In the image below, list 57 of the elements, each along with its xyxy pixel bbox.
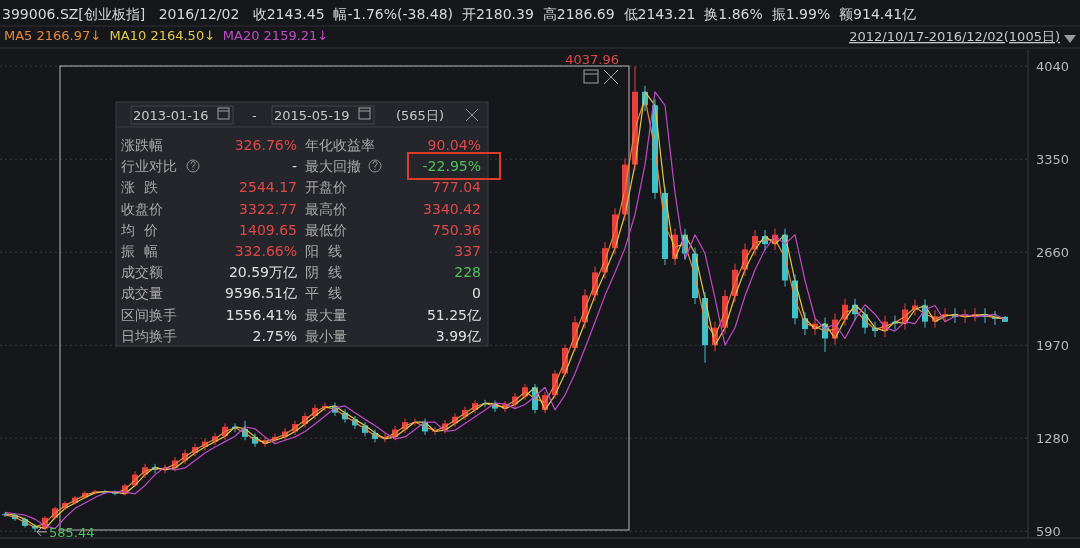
y-tick-label: 2660 bbox=[1036, 244, 1070, 260]
annotation: 332.66% bbox=[234, 243, 297, 259]
annotation: 阳 线 bbox=[305, 243, 342, 259]
annotation: 9596.51亿 bbox=[225, 285, 297, 302]
annotation: 2013-01-16 bbox=[133, 108, 209, 123]
annotation: 最低价 bbox=[305, 221, 347, 238]
annotation: 最大量 bbox=[305, 306, 347, 323]
annotation: 平 线 bbox=[305, 285, 342, 302]
annotation: (565日) bbox=[396, 108, 444, 123]
y-tick-label: 4040 bbox=[1036, 58, 1070, 74]
annotation: -22.95% bbox=[422, 158, 481, 175]
annotation: - bbox=[252, 108, 257, 123]
annotation: 最小量 bbox=[305, 327, 347, 344]
annotation: 2015-05-19 bbox=[274, 108, 350, 123]
y-tick-label: 1280 bbox=[1036, 430, 1070, 446]
annotation: 涨 跌 bbox=[121, 179, 158, 196]
y-tick-label: 3350 bbox=[1036, 151, 1070, 167]
annotation: 326.76% bbox=[234, 137, 297, 153]
annotation: - bbox=[291, 158, 297, 175]
annotation: 585.44 bbox=[49, 524, 95, 540]
annotation: 最大回撤 bbox=[305, 158, 361, 175]
chart-subtitle: 2012/10/17-2016/12/02(1005日) bbox=[849, 29, 1060, 44]
y-tick-label: 1970 bbox=[1036, 337, 1070, 353]
annotation: 777.04 bbox=[432, 179, 482, 196]
annotation: 振 幅 bbox=[121, 243, 158, 259]
annotation: 90.04% bbox=[427, 137, 481, 153]
annotation: 2544.17 bbox=[239, 179, 297, 196]
annotation: 228 bbox=[454, 264, 481, 281]
annotation: 4037.96 bbox=[565, 52, 619, 68]
annotation: 1409.65 bbox=[239, 221, 297, 238]
annotation: 337 bbox=[454, 243, 481, 259]
y-tick-label: 590 bbox=[1036, 523, 1061, 539]
annotation: 年化收益率 bbox=[305, 137, 375, 153]
text: MA10 2164.50↓ bbox=[109, 28, 216, 43]
text: MA20 2159.21↓ bbox=[222, 28, 329, 43]
annotation: 2.75% bbox=[252, 327, 297, 344]
annotation: 日均换手 bbox=[121, 327, 177, 344]
annotation: 均 价 bbox=[120, 221, 158, 238]
annotation: 0 bbox=[472, 285, 481, 302]
annotation: 成交量 bbox=[121, 285, 163, 302]
annotation: 阴 线 bbox=[305, 264, 342, 281]
annotation: 成交额 bbox=[121, 264, 163, 281]
annotation: 3.99亿 bbox=[435, 327, 481, 344]
text: MA5 2166.97↓ bbox=[4, 28, 102, 43]
annotation: 20.59万亿 bbox=[228, 264, 297, 281]
annotation: 开盘价 bbox=[305, 179, 347, 196]
annotation: 最高价 bbox=[305, 200, 347, 217]
annotation: 750.36 bbox=[432, 221, 482, 238]
chart-title: 399006.SZ[创业板指] 2016/12/02 收2143.45 幅-1.76%(-38.48) 开2180.39 高2186.69 低2143.21 换1.86% 振1.99% 额914.41亿 bbox=[2, 6, 917, 22]
annotation: 1556.41% bbox=[225, 306, 297, 323]
annotation: 区间换手 bbox=[121, 306, 177, 323]
annotation: 收盘价 bbox=[121, 200, 163, 217]
annotation: 行业对比 bbox=[121, 158, 177, 175]
annotation: 3322.77 bbox=[239, 200, 297, 217]
annotation: 51.25亿 bbox=[426, 306, 481, 323]
annotation: 涨跌幅 bbox=[121, 137, 163, 153]
annotation: 3340.42 bbox=[423, 200, 481, 217]
